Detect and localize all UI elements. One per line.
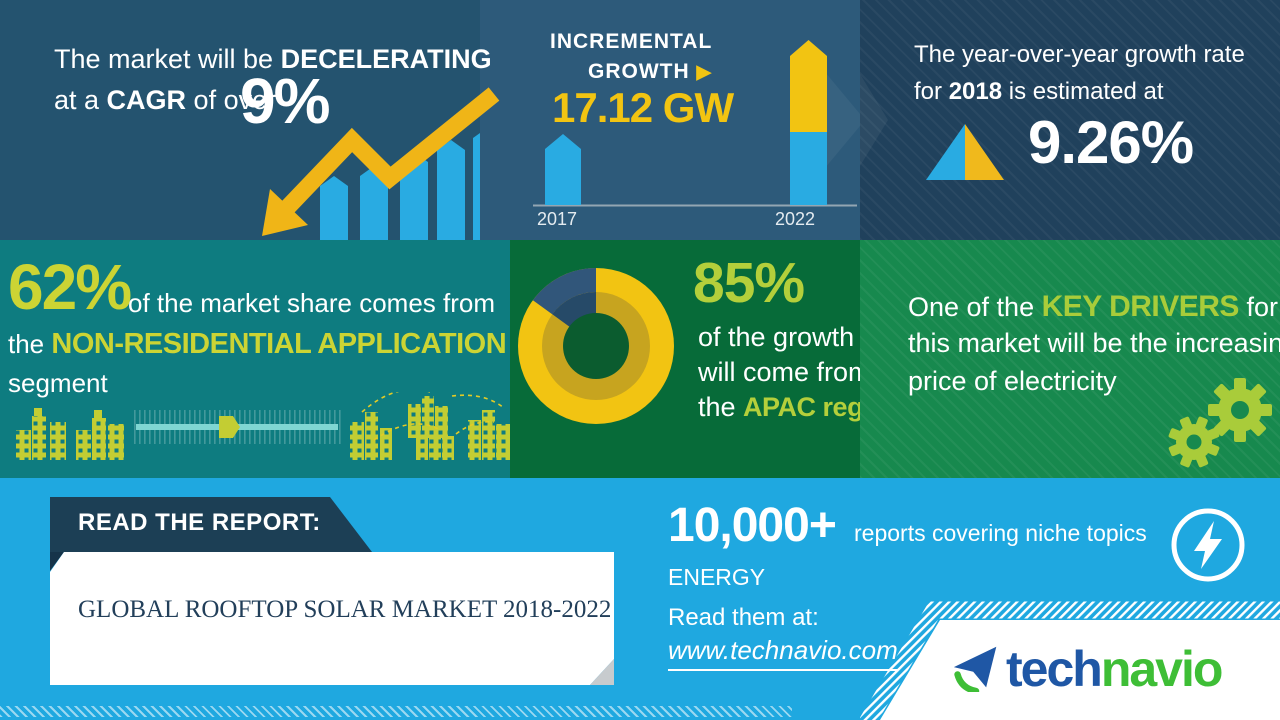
cagr-value: 9% [240,65,330,137]
yoy-year: 2018 [948,78,1003,105]
technavio-wordmark: technavio [1006,641,1223,697]
cagr-line1-text: The market will be [54,44,281,74]
buildings-right-icon [350,396,510,460]
cagr-label: CAGR [106,85,187,115]
dashed-arcs [361,392,505,441]
buildings-left-icon [16,408,124,460]
read-report-ribbon [50,497,372,571]
report-count-suffix: reports covering niche topics [854,520,1147,546]
panel-market-share: 62% of the market share comes from the N… [0,240,510,478]
yoy-text: The year-over-year growth rate for 2018 … [914,41,1245,105]
gears-icon [1168,378,1272,468]
arrow-right-icon [219,416,240,438]
report-title: GLOBAL ROOFTOP SOLAR MARKET 2018-2022 [78,596,612,623]
panel-key-drivers: One of the KEY DRIVERS for this market w… [860,240,1280,478]
growth-label: GROWTH ▶ [588,60,713,83]
cagr-line2: at a CAGR of over [54,85,277,115]
chevron-right-icon [825,72,860,168]
bar-2022-incremental [790,40,827,132]
drivers-line1: One of the KEY DRIVERS for [908,290,1278,323]
hatched-border [860,601,1280,720]
report-card [50,552,614,685]
share-value: 62% [8,251,132,323]
donut-chart [518,268,674,424]
triangle-up-icon [926,124,1004,180]
read-them-at-label: Read them at: [668,604,819,631]
bar-2017 [545,134,581,205]
cagr-line1: The market will be DECELERATING [54,44,492,75]
down-trend-arrow-icon [262,87,500,236]
apac-value: 85% [693,251,805,315]
declining-trend-chart-icon [262,87,500,240]
logo-plate [860,601,1280,720]
read-report-label: READ THE REPORT: [78,509,321,536]
technavio-logo: technavio [952,638,1262,700]
panel-cagr: The market will be DECELERATING at a CAG… [0,0,500,240]
apac-line2: will come from [698,357,871,387]
cagr-decelerating-label: DECELERATING [280,44,492,74]
panel-yoy-growth: The year-over-year growth rate for 2018 … [860,0,1280,240]
drivers-line2: this market will be the increasing [908,328,1280,358]
apac-line1: of the growth [698,322,855,352]
panel-incremental-growth: INCREMENTAL GROWTH ▶ 17.12 GW 2017 2022 [480,0,860,240]
folded-corner-icon [590,659,614,685]
report-count: 10,000+ [668,499,837,552]
incremental-label: INCREMENTAL [550,30,713,53]
key-drivers-label: KEY DRIVERS [1041,290,1240,323]
yoy-value: 9.26% [1028,109,1194,176]
hatched-strip [0,706,792,717]
share-line1: of the market share comes from [128,288,496,318]
category-label: ENERGY [668,564,766,590]
technavio-url-link[interactable]: www.technavio.com [668,635,898,671]
bar-2022-base [790,132,827,205]
incremental-growth-bar-chart [533,40,860,207]
non-residential-label: NON-RESIDENTIAL APPLICATION [51,328,507,360]
drivers-line3: price of electricity [908,366,1117,396]
panel-apac-growth: 85% of the growth will come from the APA… [510,240,903,478]
year-label-2017: 2017 [537,209,578,229]
share-line2: the NON-RESIDENTIAL APPLICATION [8,328,507,360]
panel-footer: READ THE REPORT: GLOBAL ROOFTOP SOLAR MA… [0,478,1280,720]
technavio-plane-icon [953,646,997,692]
chevron-right-icon [860,74,888,166]
year-label-2022: 2022 [775,209,816,229]
play-pointer-icon: ▶ [696,62,713,83]
lightning-bolt-icon [1171,508,1245,582]
city-buildings-illustration [16,392,510,460]
incremental-growth-value: 17.12 GW [552,84,734,131]
share-line3: segment [8,368,108,398]
